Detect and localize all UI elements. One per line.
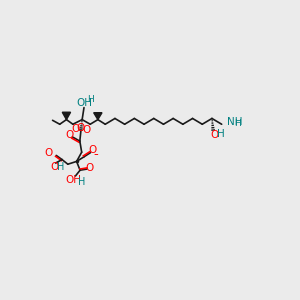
Text: O: O (65, 130, 74, 140)
Text: OH: OH (65, 175, 81, 185)
Text: -: - (93, 148, 98, 160)
Text: O: O (50, 162, 58, 172)
Text: H: H (78, 177, 85, 187)
Polygon shape (62, 112, 70, 120)
Text: H: H (88, 95, 94, 104)
Text: O: O (45, 148, 53, 158)
Text: O: O (77, 123, 85, 133)
Polygon shape (94, 113, 102, 120)
Text: O: O (210, 130, 218, 140)
Text: OH: OH (76, 98, 92, 108)
Text: O: O (83, 125, 91, 135)
Text: O: O (72, 124, 80, 134)
Text: H: H (217, 129, 225, 139)
Text: O: O (85, 163, 93, 173)
Text: O: O (88, 145, 97, 155)
Text: H: H (234, 119, 241, 128)
Text: NH: NH (227, 117, 243, 128)
Text: H: H (57, 162, 65, 172)
